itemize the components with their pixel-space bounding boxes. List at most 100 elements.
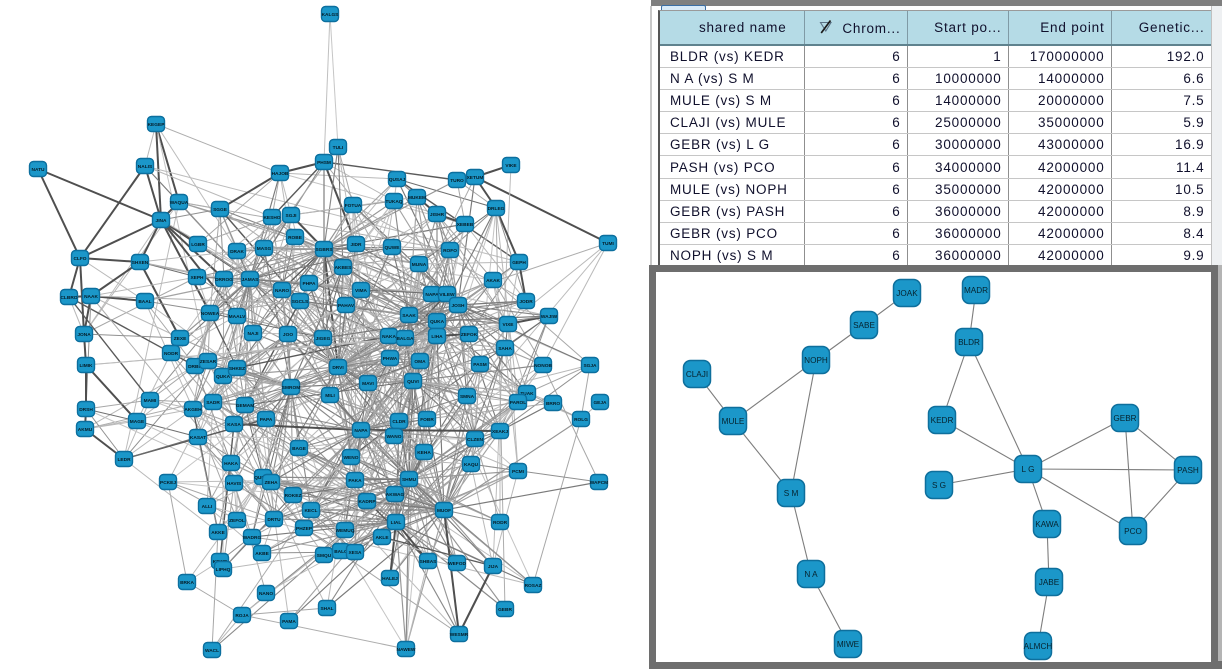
svg-text:KAWA: KAWA bbox=[1035, 520, 1059, 529]
svg-text:PAKA: PAKA bbox=[348, 478, 362, 484]
svg-text:JINA: JINA bbox=[156, 218, 167, 224]
svg-text:LGBR: LGBR bbox=[191, 242, 205, 248]
svg-text:WESMR: WESMR bbox=[450, 632, 469, 638]
svg-text:DRSH: DRSH bbox=[79, 407, 93, 413]
svg-text:ALMCH: ALMCH bbox=[1024, 642, 1053, 651]
svg-text:TURO: TURO bbox=[450, 178, 464, 184]
svg-text:VIMA: VIMA bbox=[355, 288, 368, 294]
svg-text:MASG: MASG bbox=[257, 246, 272, 252]
svg-text:BAGE: BAGE bbox=[292, 446, 307, 452]
svg-text:S M: S M bbox=[784, 489, 799, 498]
svg-text:NONOB: NONOB bbox=[534, 363, 552, 369]
svg-text:WAPCM: WAPCM bbox=[590, 480, 608, 486]
svg-text:TUAK: TUAK bbox=[520, 391, 534, 397]
svg-text:QUVI: QUVI bbox=[407, 379, 419, 385]
svg-text:QUKA: QUKA bbox=[216, 374, 231, 380]
svg-text:JISHR: JISHR bbox=[430, 212, 445, 218]
svg-text:ZESAR: ZESAR bbox=[200, 359, 217, 365]
svg-text:NAPA: NAPA bbox=[354, 428, 368, 434]
svg-text:ALLI: ALLI bbox=[202, 504, 213, 510]
svg-text:LIAL: LIAL bbox=[391, 520, 402, 526]
svg-text:KEHA: KEHA bbox=[417, 450, 431, 456]
svg-text:JAMAS: JAMAS bbox=[242, 277, 260, 283]
svg-text:FOTUA: FOTUA bbox=[345, 203, 362, 209]
svg-text:LEDR: LEDR bbox=[117, 457, 131, 463]
svg-text:HALEJ: HALEJ bbox=[382, 576, 398, 582]
svg-text:ROBE: ROBE bbox=[288, 235, 303, 241]
svg-text:SADR: SADR bbox=[206, 400, 220, 406]
svg-text:PAPA: PAPA bbox=[260, 417, 273, 423]
svg-text:PHWA: PHWA bbox=[383, 356, 398, 362]
svg-text:PASM: PASM bbox=[473, 362, 487, 368]
svg-text:HAKA: HAKA bbox=[224, 461, 238, 467]
svg-text:S G: S G bbox=[932, 481, 946, 490]
svg-text:BALGA: BALGA bbox=[396, 336, 414, 342]
svg-text:BLDR: BLDR bbox=[958, 338, 980, 347]
svg-text:PHPA: PHPA bbox=[303, 281, 317, 287]
svg-text:OMA: OMA bbox=[414, 359, 426, 365]
svg-text:FOBR: FOBR bbox=[420, 417, 434, 423]
svg-text:WAQUA: WAQUA bbox=[170, 200, 189, 206]
svg-text:JABE: JABE bbox=[1039, 578, 1060, 587]
svg-text:PAMA: PAMA bbox=[282, 619, 296, 625]
svg-text:SGCLS: SGCLS bbox=[292, 299, 309, 305]
svg-text:SGGE: SGGE bbox=[213, 207, 228, 213]
svg-text:MUOF: MUOF bbox=[437, 508, 451, 514]
svg-text:WADRG: WADRG bbox=[243, 535, 262, 541]
svg-text:SHXEN: SHXEN bbox=[132, 260, 149, 266]
svg-text:JIGEG: JIGEG bbox=[316, 336, 331, 342]
svg-text:QUSAJ: QUSAJ bbox=[389, 177, 406, 183]
svg-text:AKAK: AKAK bbox=[486, 278, 500, 284]
svg-text:ZEHA: ZEHA bbox=[264, 480, 278, 486]
svg-text:BALG: BALG bbox=[334, 549, 348, 555]
svg-text:AKLE: AKLE bbox=[375, 535, 389, 541]
svg-text:TUMI: TUMI bbox=[602, 241, 614, 247]
svg-text:TUKAQ: TUKAQ bbox=[385, 199, 402, 205]
svg-text:WEMUQ: WEMUQ bbox=[336, 528, 355, 534]
svg-text:KEGEP: KEGEP bbox=[148, 122, 166, 128]
svg-text:CLAJI: CLAJI bbox=[686, 370, 708, 379]
svg-text:NANO: NANO bbox=[259, 591, 273, 597]
svg-text:XETUM: XETUM bbox=[467, 175, 484, 181]
svg-text:BRKA: BRKA bbox=[180, 580, 194, 586]
svg-text:AKBE: AKBE bbox=[255, 551, 269, 557]
svg-text:PCKEJ: PCKEJ bbox=[160, 480, 176, 486]
svg-text:DRROG: DRROG bbox=[215, 277, 233, 283]
svg-text:MIWE: MIWE bbox=[837, 640, 860, 649]
svg-text:SHBAS: SHBAS bbox=[420, 559, 438, 565]
svg-text:NAAK: NAAK bbox=[84, 294, 98, 300]
svg-text:SAAK: SAAK bbox=[402, 313, 416, 319]
svg-text:VIKE: VIKE bbox=[505, 163, 517, 169]
svg-text:XESA: XESA bbox=[348, 550, 362, 556]
svg-text:LIPHQ: LIPHQ bbox=[216, 567, 231, 573]
svg-text:KECL: KECL bbox=[304, 508, 317, 514]
svg-text:NATU: NATU bbox=[32, 167, 46, 173]
svg-text:NAKA: NAKA bbox=[382, 334, 396, 340]
svg-text:L G: L G bbox=[1022, 465, 1035, 474]
svg-text:AKGEH: AKGEH bbox=[184, 407, 202, 413]
svg-text:SMQU: SMQU bbox=[317, 553, 332, 559]
svg-text:MADR: MADR bbox=[964, 286, 988, 295]
svg-text:QUKA: QUKA bbox=[430, 319, 445, 325]
svg-text:GEBR: GEBR bbox=[498, 607, 512, 613]
svg-text:AKKE: AKKE bbox=[211, 530, 225, 536]
svg-text:MULE: MULE bbox=[722, 417, 745, 426]
svg-text:CLZEN: CLZEN bbox=[467, 437, 484, 443]
svg-text:ROKEZ: ROKEZ bbox=[285, 493, 302, 499]
svg-text:ZEFOK: ZEFOK bbox=[461, 332, 478, 338]
svg-text:VIXE: VIXE bbox=[503, 322, 515, 328]
svg-text:DRTU: DRTU bbox=[267, 517, 281, 523]
svg-text:VILEW: VILEW bbox=[439, 292, 455, 298]
svg-text:PCO: PCO bbox=[1124, 527, 1142, 536]
svg-text:HAVIS: HAVIS bbox=[227, 481, 242, 487]
svg-text:JODR: JODR bbox=[519, 299, 533, 305]
svg-text:NOWEA: NOWEA bbox=[201, 311, 220, 317]
svg-text:PHZEP: PHZEP bbox=[296, 526, 313, 532]
svg-text:KASA: KASA bbox=[227, 422, 241, 428]
svg-text:NAWEW: NAWEW bbox=[397, 647, 416, 653]
svg-text:PAHAV: PAHAV bbox=[338, 303, 355, 309]
svg-text:AKMU: AKMU bbox=[78, 427, 93, 433]
svg-text:JOO: JOO bbox=[283, 332, 293, 338]
svg-text:JONA: JONA bbox=[77, 332, 91, 338]
svg-text:BAAL: BAAL bbox=[138, 299, 151, 305]
